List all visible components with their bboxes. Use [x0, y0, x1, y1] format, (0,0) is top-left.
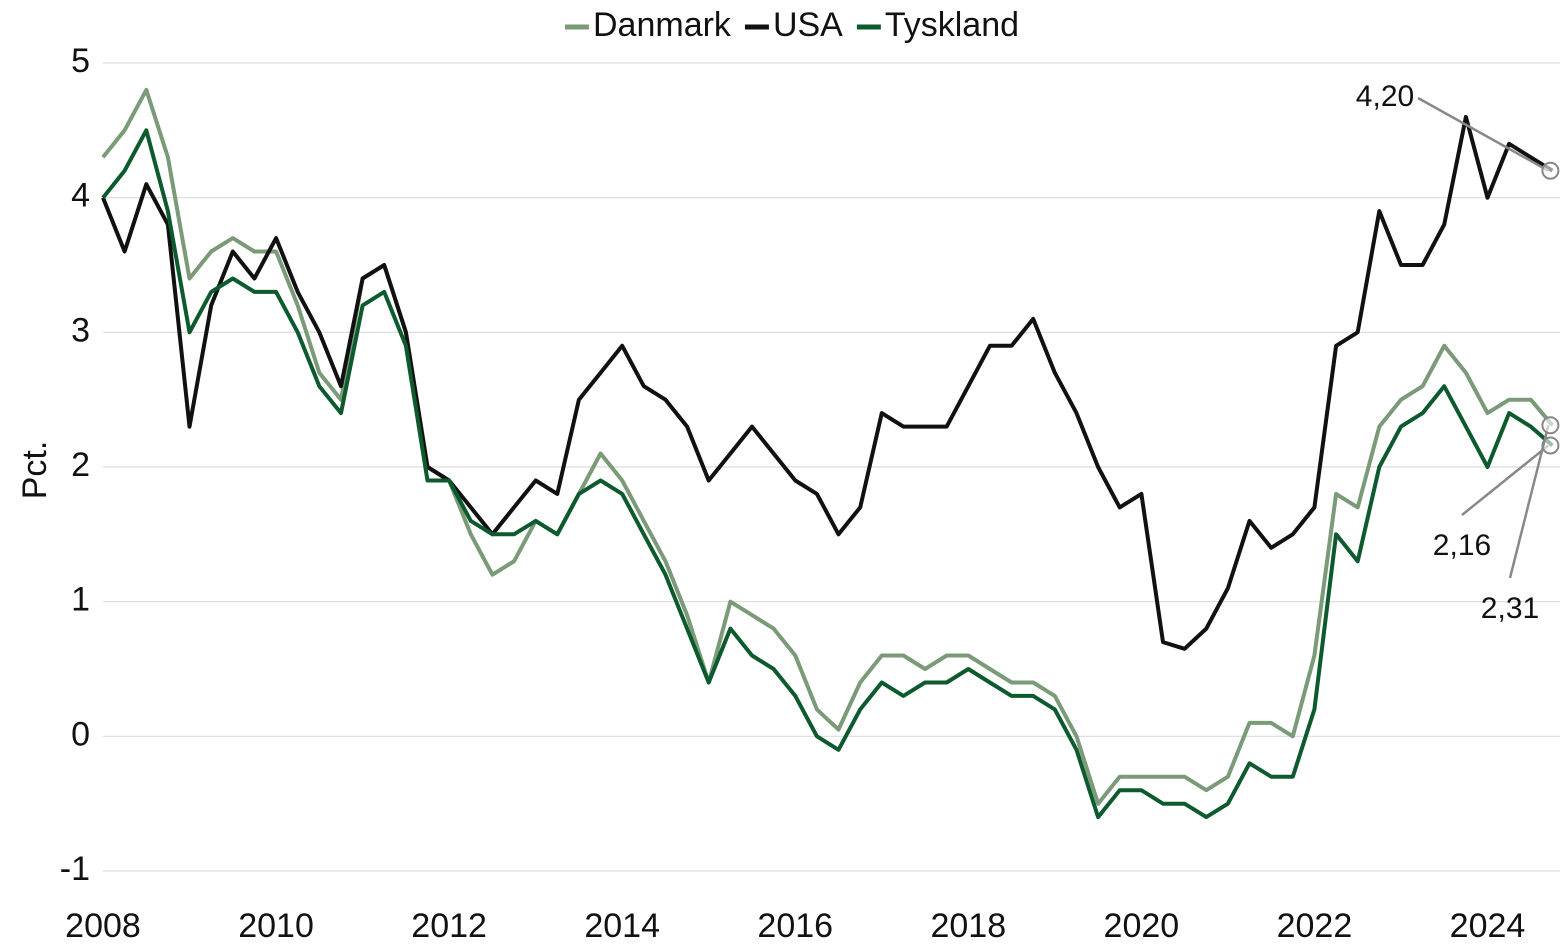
annotation-leader	[1417, 96, 1550, 172]
y-tick-label: 5	[71, 42, 90, 80]
x-tick-label: 2016	[757, 907, 833, 945]
annotation-label: 4,20	[1356, 80, 1414, 113]
y-tick-label: 0	[71, 715, 90, 753]
legend-label: USA	[773, 6, 843, 44]
x-tick-label: 2020	[1104, 907, 1180, 945]
annotation-label: 2,16	[1433, 529, 1491, 562]
y-tick-label: 3	[71, 311, 90, 349]
x-tick-label: 2014	[584, 907, 660, 945]
annotation-leader	[1508, 424, 1550, 579]
series-line	[101, 128, 1554, 820]
x-tick-label: 2008	[65, 907, 141, 945]
series-line	[101, 87, 1554, 806]
x-tick-label: 2022	[1277, 907, 1353, 945]
annotation-marker	[1541, 161, 1560, 180]
annotation-label: 2,31	[1481, 592, 1539, 625]
series-line	[101, 114, 1554, 651]
legend-label: Danmark	[593, 6, 732, 44]
x-tick-label: 2024	[1450, 907, 1526, 945]
x-tick-label: 2012	[411, 907, 487, 945]
y-tick-label: 1	[71, 581, 90, 619]
y-tick-label: 2	[71, 446, 90, 484]
x-tick-label: 2010	[238, 907, 314, 945]
x-tick-label: 2018	[930, 907, 1006, 945]
y-axis-label: Pct.	[16, 441, 54, 500]
y-tick-label: -1	[60, 850, 90, 888]
annotation-marker	[1541, 416, 1560, 435]
y-tick-label: 4	[71, 177, 90, 215]
legend-label: Tyskland	[885, 6, 1019, 44]
annotation-leader	[1461, 444, 1550, 516]
